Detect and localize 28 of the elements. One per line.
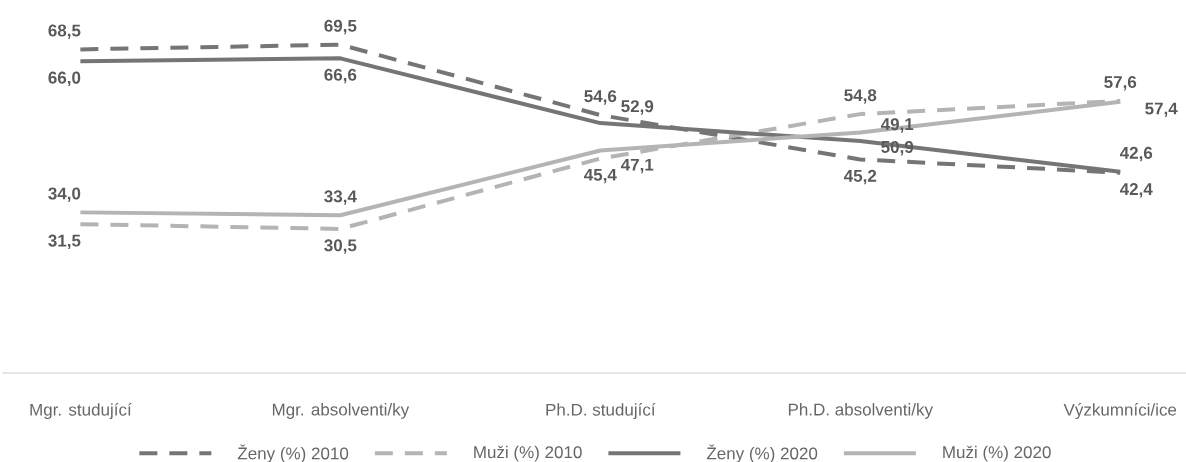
x-tick-label: Mgr. absolventi/ky (272, 403, 410, 419)
data-label: 54,6 (584, 90, 617, 105)
data-label: 47,1 (620, 158, 654, 174)
data-label: 30,5 (324, 239, 357, 254)
data-label: 52,9 (621, 100, 654, 115)
data-label: 66,0 (48, 71, 81, 87)
data-label: 57,6 (1104, 75, 1137, 91)
data-label: 45,4 (584, 168, 617, 184)
data-label: 42,6 (1119, 146, 1153, 162)
legend-label: Muži (%) 2010 (474, 445, 582, 462)
x-tick-label: Mgr. studující (30, 403, 132, 420)
data-label: 42,4 (1119, 183, 1153, 198)
data-label: 49,1 (880, 118, 914, 133)
data-label: 54,8 (844, 89, 877, 104)
x-tick-label: Výzkumníci/ice (1063, 403, 1177, 420)
data-label: 66,6 (324, 68, 357, 84)
legend-label: Ženy (%) 2010 (237, 444, 349, 462)
data-label: 68,5 (48, 24, 81, 39)
data-label: 34,0 (48, 187, 81, 202)
data-label: 31,5 (48, 234, 81, 250)
x-tick-label: Ph.D. absolventi/ky (788, 403, 933, 419)
data-label: 57,4 (1145, 102, 1178, 117)
data-label: 69,5 (324, 19, 357, 35)
data-label: 45,2 (843, 169, 877, 185)
x-tick-label: Ph.D. studující (546, 403, 656, 420)
legend-label: Ženy (%) 2020 (706, 444, 818, 462)
legend-label: Muži (%) 2020 (943, 445, 1051, 462)
data-label: 33,4 (324, 190, 357, 205)
